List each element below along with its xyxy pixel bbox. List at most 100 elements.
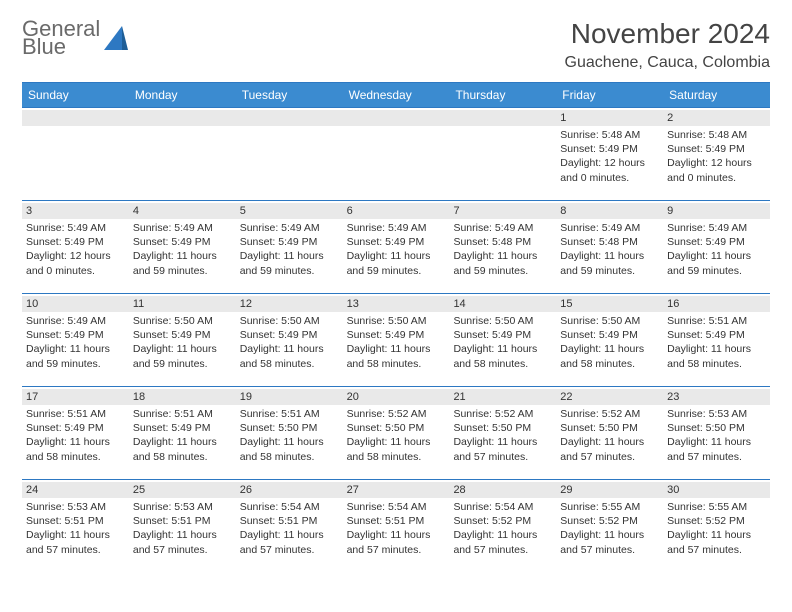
daylight-text: Daylight: 12 hours and 0 minutes. <box>560 156 659 184</box>
day-number: 5 <box>236 203 343 219</box>
daylight-text: Daylight: 11 hours and 57 minutes. <box>560 435 659 463</box>
sunset-text: Sunset: 5:49 PM <box>240 235 339 249</box>
calendar-day: 23Sunrise: 5:53 AMSunset: 5:50 PMDayligh… <box>663 387 770 479</box>
page-header: General Blue November 2024 Guachene, Cau… <box>22 18 770 72</box>
day-number: 13 <box>343 296 450 312</box>
daylight-text: Daylight: 11 hours and 59 minutes. <box>453 249 552 277</box>
daylight-text: Daylight: 11 hours and 59 minutes. <box>560 249 659 277</box>
calendar-page: General Blue November 2024 Guachene, Cau… <box>0 0 792 582</box>
day-number: 30 <box>663 482 770 498</box>
calendar-week: 3Sunrise: 5:49 AMSunset: 5:49 PMDaylight… <box>22 200 770 293</box>
daylight-text: Daylight: 11 hours and 59 minutes. <box>133 342 232 370</box>
daylight-text: Daylight: 12 hours and 0 minutes. <box>26 249 125 277</box>
sunrise-text: Sunrise: 5:51 AM <box>133 407 232 421</box>
daylight-text: Daylight: 11 hours and 57 minutes. <box>347 528 446 556</box>
day-number <box>129 110 236 126</box>
calendar-day: 24Sunrise: 5:53 AMSunset: 5:51 PMDayligh… <box>22 480 129 572</box>
day-number: 28 <box>449 482 556 498</box>
sunrise-text: Sunrise: 5:50 AM <box>133 314 232 328</box>
daylight-text: Daylight: 11 hours and 57 minutes. <box>667 528 766 556</box>
day-number <box>343 110 450 126</box>
calendar-day: 11Sunrise: 5:50 AMSunset: 5:49 PMDayligh… <box>129 294 236 386</box>
calendar-day: 27Sunrise: 5:54 AMSunset: 5:51 PMDayligh… <box>343 480 450 572</box>
sunset-text: Sunset: 5:49 PM <box>347 235 446 249</box>
sunrise-text: Sunrise: 5:51 AM <box>667 314 766 328</box>
sunset-text: Sunset: 5:48 PM <box>560 235 659 249</box>
day-number: 14 <box>449 296 556 312</box>
calendar-day: 5Sunrise: 5:49 AMSunset: 5:49 PMDaylight… <box>236 201 343 293</box>
sunrise-text: Sunrise: 5:48 AM <box>560 128 659 142</box>
sunrise-text: Sunrise: 5:54 AM <box>240 500 339 514</box>
dow-friday: Friday <box>556 83 663 107</box>
daylight-text: Daylight: 11 hours and 58 minutes. <box>347 342 446 370</box>
day-number: 9 <box>663 203 770 219</box>
month-title: November 2024 <box>565 18 770 50</box>
sunrise-text: Sunrise: 5:49 AM <box>240 221 339 235</box>
sunset-text: Sunset: 5:49 PM <box>453 328 552 342</box>
day-number <box>22 110 129 126</box>
day-number: 19 <box>236 389 343 405</box>
calendar-week: 24Sunrise: 5:53 AMSunset: 5:51 PMDayligh… <box>22 479 770 572</box>
daylight-text: Daylight: 11 hours and 57 minutes. <box>560 528 659 556</box>
sunset-text: Sunset: 5:52 PM <box>560 514 659 528</box>
sunrise-text: Sunrise: 5:51 AM <box>240 407 339 421</box>
calendar-day: 4Sunrise: 5:49 AMSunset: 5:49 PMDaylight… <box>129 201 236 293</box>
day-number: 8 <box>556 203 663 219</box>
calendar-day: 3Sunrise: 5:49 AMSunset: 5:49 PMDaylight… <box>22 201 129 293</box>
calendar-day: 17Sunrise: 5:51 AMSunset: 5:49 PMDayligh… <box>22 387 129 479</box>
sunrise-text: Sunrise: 5:55 AM <box>667 500 766 514</box>
sunrise-text: Sunrise: 5:49 AM <box>26 221 125 235</box>
calendar-day: 9Sunrise: 5:49 AMSunset: 5:49 PMDaylight… <box>663 201 770 293</box>
sunrise-text: Sunrise: 5:49 AM <box>26 314 125 328</box>
day-number: 15 <box>556 296 663 312</box>
sunset-text: Sunset: 5:49 PM <box>667 328 766 342</box>
day-number: 16 <box>663 296 770 312</box>
calendar-day: 21Sunrise: 5:52 AMSunset: 5:50 PMDayligh… <box>449 387 556 479</box>
day-number: 26 <box>236 482 343 498</box>
calendar-day: 30Sunrise: 5:55 AMSunset: 5:52 PMDayligh… <box>663 480 770 572</box>
day-number: 27 <box>343 482 450 498</box>
calendar-day: 1Sunrise: 5:48 AMSunset: 5:49 PMDaylight… <box>556 108 663 200</box>
dow-monday: Monday <box>129 83 236 107</box>
calendar-day <box>129 108 236 200</box>
calendar-day: 2Sunrise: 5:48 AMSunset: 5:49 PMDaylight… <box>663 108 770 200</box>
day-number: 22 <box>556 389 663 405</box>
daylight-text: Daylight: 11 hours and 58 minutes. <box>560 342 659 370</box>
calendar-day: 6Sunrise: 5:49 AMSunset: 5:49 PMDaylight… <box>343 201 450 293</box>
daylight-text: Daylight: 11 hours and 59 minutes. <box>26 342 125 370</box>
logo-text-block: General Blue <box>22 18 100 58</box>
calendar-day: 13Sunrise: 5:50 AMSunset: 5:49 PMDayligh… <box>343 294 450 386</box>
sunset-text: Sunset: 5:49 PM <box>26 421 125 435</box>
day-number: 11 <box>129 296 236 312</box>
sail-icon <box>102 22 128 54</box>
sunset-text: Sunset: 5:50 PM <box>240 421 339 435</box>
sunset-text: Sunset: 5:49 PM <box>26 235 125 249</box>
day-number: 24 <box>22 482 129 498</box>
sunrise-text: Sunrise: 5:53 AM <box>26 500 125 514</box>
sunrise-text: Sunrise: 5:50 AM <box>453 314 552 328</box>
calendar-day: 8Sunrise: 5:49 AMSunset: 5:48 PMDaylight… <box>556 201 663 293</box>
sunrise-text: Sunrise: 5:53 AM <box>667 407 766 421</box>
dow-tuesday: Tuesday <box>236 83 343 107</box>
daylight-text: Daylight: 11 hours and 57 minutes. <box>667 435 766 463</box>
sunset-text: Sunset: 5:51 PM <box>26 514 125 528</box>
day-number <box>449 110 556 126</box>
day-number: 23 <box>663 389 770 405</box>
calendar-day: 20Sunrise: 5:52 AMSunset: 5:50 PMDayligh… <box>343 387 450 479</box>
sunset-text: Sunset: 5:51 PM <box>240 514 339 528</box>
daylight-text: Daylight: 11 hours and 58 minutes. <box>347 435 446 463</box>
daylight-text: Daylight: 11 hours and 58 minutes. <box>453 342 552 370</box>
sunrise-text: Sunrise: 5:50 AM <box>560 314 659 328</box>
sunset-text: Sunset: 5:49 PM <box>347 328 446 342</box>
calendar-day: 19Sunrise: 5:51 AMSunset: 5:50 PMDayligh… <box>236 387 343 479</box>
calendar-day: 14 Sunrise: 5:50 AMSunset: 5:49 PMDayligh… <box>449 294 556 386</box>
dow-saturday: Saturday <box>663 83 770 107</box>
daylight-text: Daylight: 11 hours and 58 minutes. <box>133 435 232 463</box>
calendar-day: 18Sunrise: 5:51 AMSunset: 5:49 PMDayligh… <box>129 387 236 479</box>
daylight-text: Daylight: 11 hours and 58 minutes. <box>240 342 339 370</box>
sunset-text: Sunset: 5:49 PM <box>560 328 659 342</box>
sunrise-text: Sunrise: 5:52 AM <box>347 407 446 421</box>
day-number: 1 <box>556 110 663 126</box>
daylight-text: Daylight: 11 hours and 59 minutes. <box>347 249 446 277</box>
day-number: 20 <box>343 389 450 405</box>
